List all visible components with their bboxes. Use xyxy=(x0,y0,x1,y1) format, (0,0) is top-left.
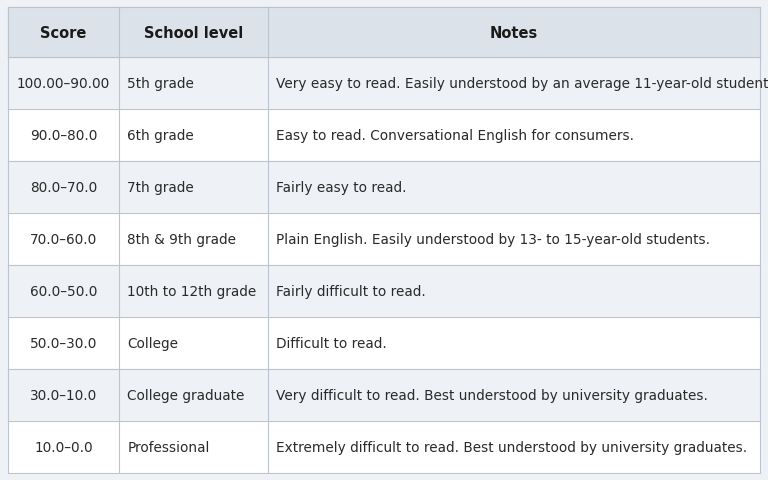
Text: 70.0–60.0: 70.0–60.0 xyxy=(30,232,98,247)
Text: 5th grade: 5th grade xyxy=(127,77,194,91)
Text: Difficult to read.: Difficult to read. xyxy=(276,336,387,350)
Text: College: College xyxy=(127,336,178,350)
Text: School level: School level xyxy=(144,25,243,40)
Text: Plain English. Easily understood by 13- to 15-year-old students.: Plain English. Easily understood by 13- … xyxy=(276,232,710,247)
Text: 90.0–80.0: 90.0–80.0 xyxy=(30,129,98,143)
Text: Professional: Professional xyxy=(127,440,210,454)
Text: 30.0–10.0: 30.0–10.0 xyxy=(30,388,98,402)
Text: Very easy to read. Easily understood by an average 11-year-old student.: Very easy to read. Easily understood by … xyxy=(276,77,768,91)
Text: 7th grade: 7th grade xyxy=(127,180,194,194)
Text: Extremely difficult to read. Best understood by university graduates.: Extremely difficult to read. Best unders… xyxy=(276,440,747,454)
Text: Fairly difficult to read.: Fairly difficult to read. xyxy=(276,285,426,299)
Text: Fairly easy to read.: Fairly easy to read. xyxy=(276,180,407,194)
Bar xyxy=(8,162,760,214)
Bar xyxy=(8,58,760,110)
Text: Very difficult to read. Best understood by university graduates.: Very difficult to read. Best understood … xyxy=(276,388,708,402)
Bar xyxy=(8,421,760,473)
Text: 100.00–90.00: 100.00–90.00 xyxy=(17,77,111,91)
Text: College graduate: College graduate xyxy=(127,388,245,402)
Bar xyxy=(8,214,760,265)
Bar xyxy=(8,8,760,58)
Text: 50.0–30.0: 50.0–30.0 xyxy=(30,336,98,350)
Text: 8th & 9th grade: 8th & 9th grade xyxy=(127,232,237,247)
Bar xyxy=(8,369,760,421)
Text: Easy to read. Conversational English for consumers.: Easy to read. Conversational English for… xyxy=(276,129,634,143)
Text: Notes: Notes xyxy=(490,25,538,40)
Bar xyxy=(8,317,760,369)
Text: Score: Score xyxy=(41,25,87,40)
Text: 6th grade: 6th grade xyxy=(127,129,194,143)
Text: 80.0–70.0: 80.0–70.0 xyxy=(30,180,98,194)
Text: 60.0–50.0: 60.0–50.0 xyxy=(30,285,98,299)
Bar xyxy=(8,110,760,162)
Bar xyxy=(8,265,760,317)
Text: 10th to 12th grade: 10th to 12th grade xyxy=(127,285,257,299)
Text: 10.0–0.0: 10.0–0.0 xyxy=(35,440,93,454)
